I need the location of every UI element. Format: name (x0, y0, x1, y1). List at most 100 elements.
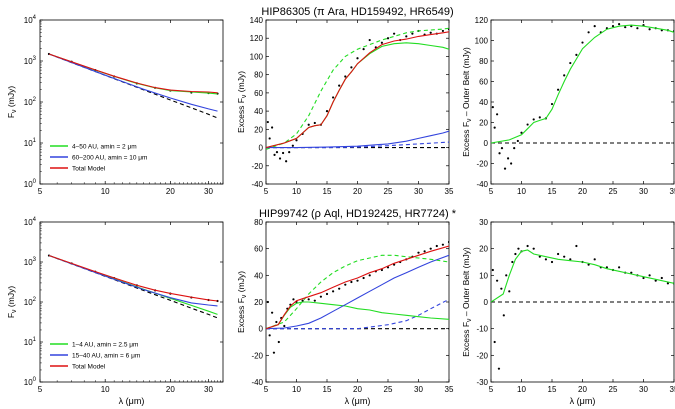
series-green-model (491, 249, 674, 303)
legend-label: 15–40 AU, amin = 6 μm (72, 353, 140, 360)
data-point (268, 334, 271, 337)
x-tick-label: 5 (38, 187, 43, 196)
data-point (532, 118, 535, 121)
panel-p6: 5 10 15 20 25 30 35 -30 -20 -10 0 10 20 30 Excess Fν –… (461, 218, 675, 406)
y-axis-label: Excess Fν – Outer Belt (mJy) (461, 247, 473, 357)
y-tick-label: 100 (24, 377, 37, 387)
x-tick-label: 20 (578, 385, 587, 394)
y-tick-label: 100 (24, 179, 37, 189)
data-point (491, 268, 494, 272)
data-point (266, 300, 269, 304)
series-15-40-au-amin-6-m (48, 254, 218, 307)
x-tick-label: 30 (204, 187, 213, 196)
series-stellar-photosphere (48, 53, 218, 119)
y-tick-label: 80 (254, 71, 263, 80)
x-tick-label: 5 (38, 385, 43, 394)
series-blue-component (266, 254, 449, 330)
plot-area (266, 27, 449, 163)
data-point (283, 324, 286, 328)
x-tick-label: 35 (445, 187, 454, 196)
plot-area (47, 52, 219, 119)
y-tick-label: 40 (254, 271, 263, 280)
data-point (295, 139, 298, 142)
data-point (441, 29, 444, 33)
data-point (292, 298, 295, 301)
data-point (350, 280, 353, 284)
data-point (491, 106, 494, 109)
data-point (272, 351, 276, 354)
data-point (538, 116, 541, 119)
x-tick-label: 30 (414, 385, 423, 394)
data-point (660, 276, 663, 280)
x-axis-label: λ (μm) (345, 396, 371, 406)
y-axis-label: Excess Fν (mJy) (236, 71, 248, 133)
data-point (654, 279, 657, 282)
y-tick-label: 10 (479, 271, 488, 280)
y-tick-label: 0 (259, 144, 264, 153)
data-point (356, 57, 359, 60)
y-tick-label: 80 (479, 57, 488, 66)
x-tick-label: 10 (101, 187, 110, 196)
data-point (493, 126, 496, 129)
data-point (429, 247, 432, 250)
data-point (513, 147, 516, 150)
y-tick-label: 30 (479, 218, 488, 227)
y-tick-label: 0 (484, 139, 489, 148)
data-point (563, 255, 566, 258)
data-point (514, 252, 517, 256)
data-point (526, 244, 529, 248)
y-tick-label: -40 (251, 180, 263, 189)
x-tick-label: 20 (353, 385, 362, 394)
y-tick-label: 60 (254, 89, 263, 98)
data-point (288, 151, 291, 154)
data-point (285, 160, 288, 163)
y-tick-label: 101 (24, 337, 37, 347)
data-point (587, 31, 590, 34)
panel-p3: 5 10 15 20 25 30 35 -40 -20 0 20 40 60 80 100 120 Excess… (461, 16, 675, 196)
x-tick-label: 15 (548, 385, 557, 394)
y-axis-label: Excess Fν – Outer Belt (mJy) (461, 47, 473, 157)
data-point (393, 32, 396, 35)
panel-p2: 5 10 15 20 25 30 35 -40 -20 0 20 40 60 80 100 120 140 Exc… (236, 6, 454, 196)
plot-area (491, 23, 674, 170)
data-point (496, 279, 499, 282)
data-point (508, 290, 511, 293)
x-tick-label: 25 (384, 385, 393, 394)
data-point (380, 41, 383, 44)
data-point (506, 157, 510, 160)
x-tick-label: 35 (670, 187, 675, 196)
y-tick-label: 102 (24, 97, 37, 107)
axes-frame (490, 19, 675, 185)
x-tick-label: 5 (489, 385, 494, 394)
data-point (563, 74, 566, 77)
y-tick-label: 120 (475, 16, 489, 25)
data-point (618, 23, 621, 26)
y-axis-label: Fν (mJy) (6, 86, 18, 118)
data-point (291, 144, 294, 147)
data-point (575, 244, 578, 248)
x-tick-label: 15 (323, 187, 332, 196)
y-tick-label: -40 (476, 180, 488, 189)
series-60-200-au-amin-10-m (48, 53, 218, 112)
y-tick-label: -20 (476, 160, 488, 169)
data-point (498, 152, 501, 155)
axes-frame (265, 221, 450, 383)
x-axis-label: λ (μm) (119, 396, 145, 406)
series-total-model (48, 53, 218, 94)
data-point (301, 299, 304, 302)
legend-label: Total Model (72, 364, 106, 371)
data-point (362, 48, 365, 51)
data-point (510, 162, 513, 165)
data-point (271, 311, 274, 314)
y-tick-label: 20 (479, 245, 488, 254)
data-point (569, 258, 572, 261)
data-point (666, 282, 670, 285)
series-4-50-au-amin-2-m (48, 53, 218, 95)
x-tick-label: 25 (609, 385, 618, 394)
y-tick-label: 60 (479, 78, 488, 87)
x-tick-label: 20 (353, 187, 362, 196)
series-blue-dashed-component (266, 298, 449, 330)
x-tick-label: 30 (639, 187, 648, 196)
data-point (362, 276, 365, 280)
